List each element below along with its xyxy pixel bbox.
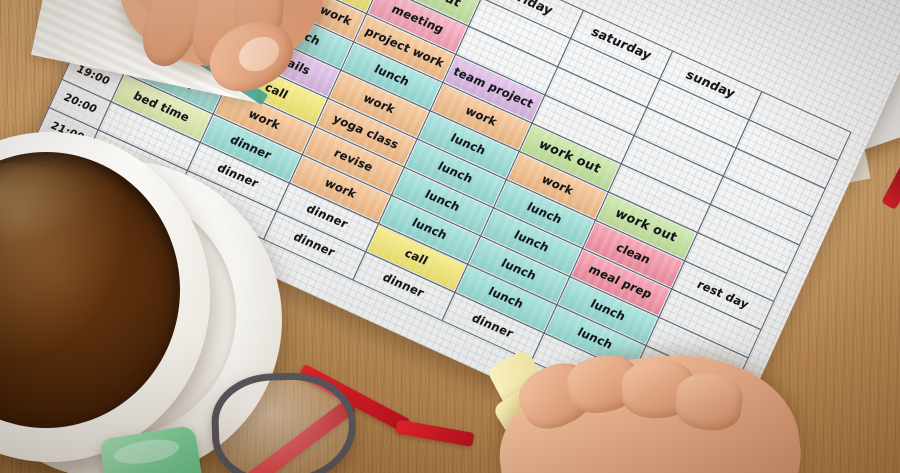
planner-task-cell-label [657,197,661,199]
planner-task-cell-label [581,128,585,130]
saucer [0,132,282,473]
planner-time-label-label: 20:00 [60,91,100,116]
planner-task-cell-label: dinner [291,229,339,259]
planner-task-cell-label [695,350,699,352]
planner-task-cell-label [785,153,789,155]
planner-task-cell-label: work [360,90,398,116]
planner-task-cell-label [518,31,522,33]
planner-task-cell-label [772,181,776,183]
planner-task-cell-label [708,322,712,324]
planner-task-cell-label [670,169,674,171]
tea-liquid [0,152,180,428]
planner-task-cell-label [594,100,598,102]
planner-task-cell-label [759,209,763,211]
planner-task-cell-label [746,237,750,239]
planner-task-cell-label: work [462,102,500,129]
planner-day-header-label [798,125,802,127]
planner-task-cell-label [734,266,738,268]
planner-task-cell-label: dinner [469,310,517,341]
planner-task-cell-label [683,140,687,142]
planner-task-cell-label: work [245,106,283,132]
glasses-lens [210,370,358,473]
planner-task-cell-label: work [322,175,360,201]
planner-task-cell-label [505,59,509,61]
planner-task-cell-label: work [539,171,576,198]
planner-task-cell-label: clean [614,240,654,267]
planner-task-cell-label [147,135,151,137]
planner-task-cell-label: dinner [380,270,428,300]
planner-task-cell-label [696,112,700,114]
planner-task-cell-label: call [402,245,432,268]
planner-task-cell-label [607,71,611,73]
